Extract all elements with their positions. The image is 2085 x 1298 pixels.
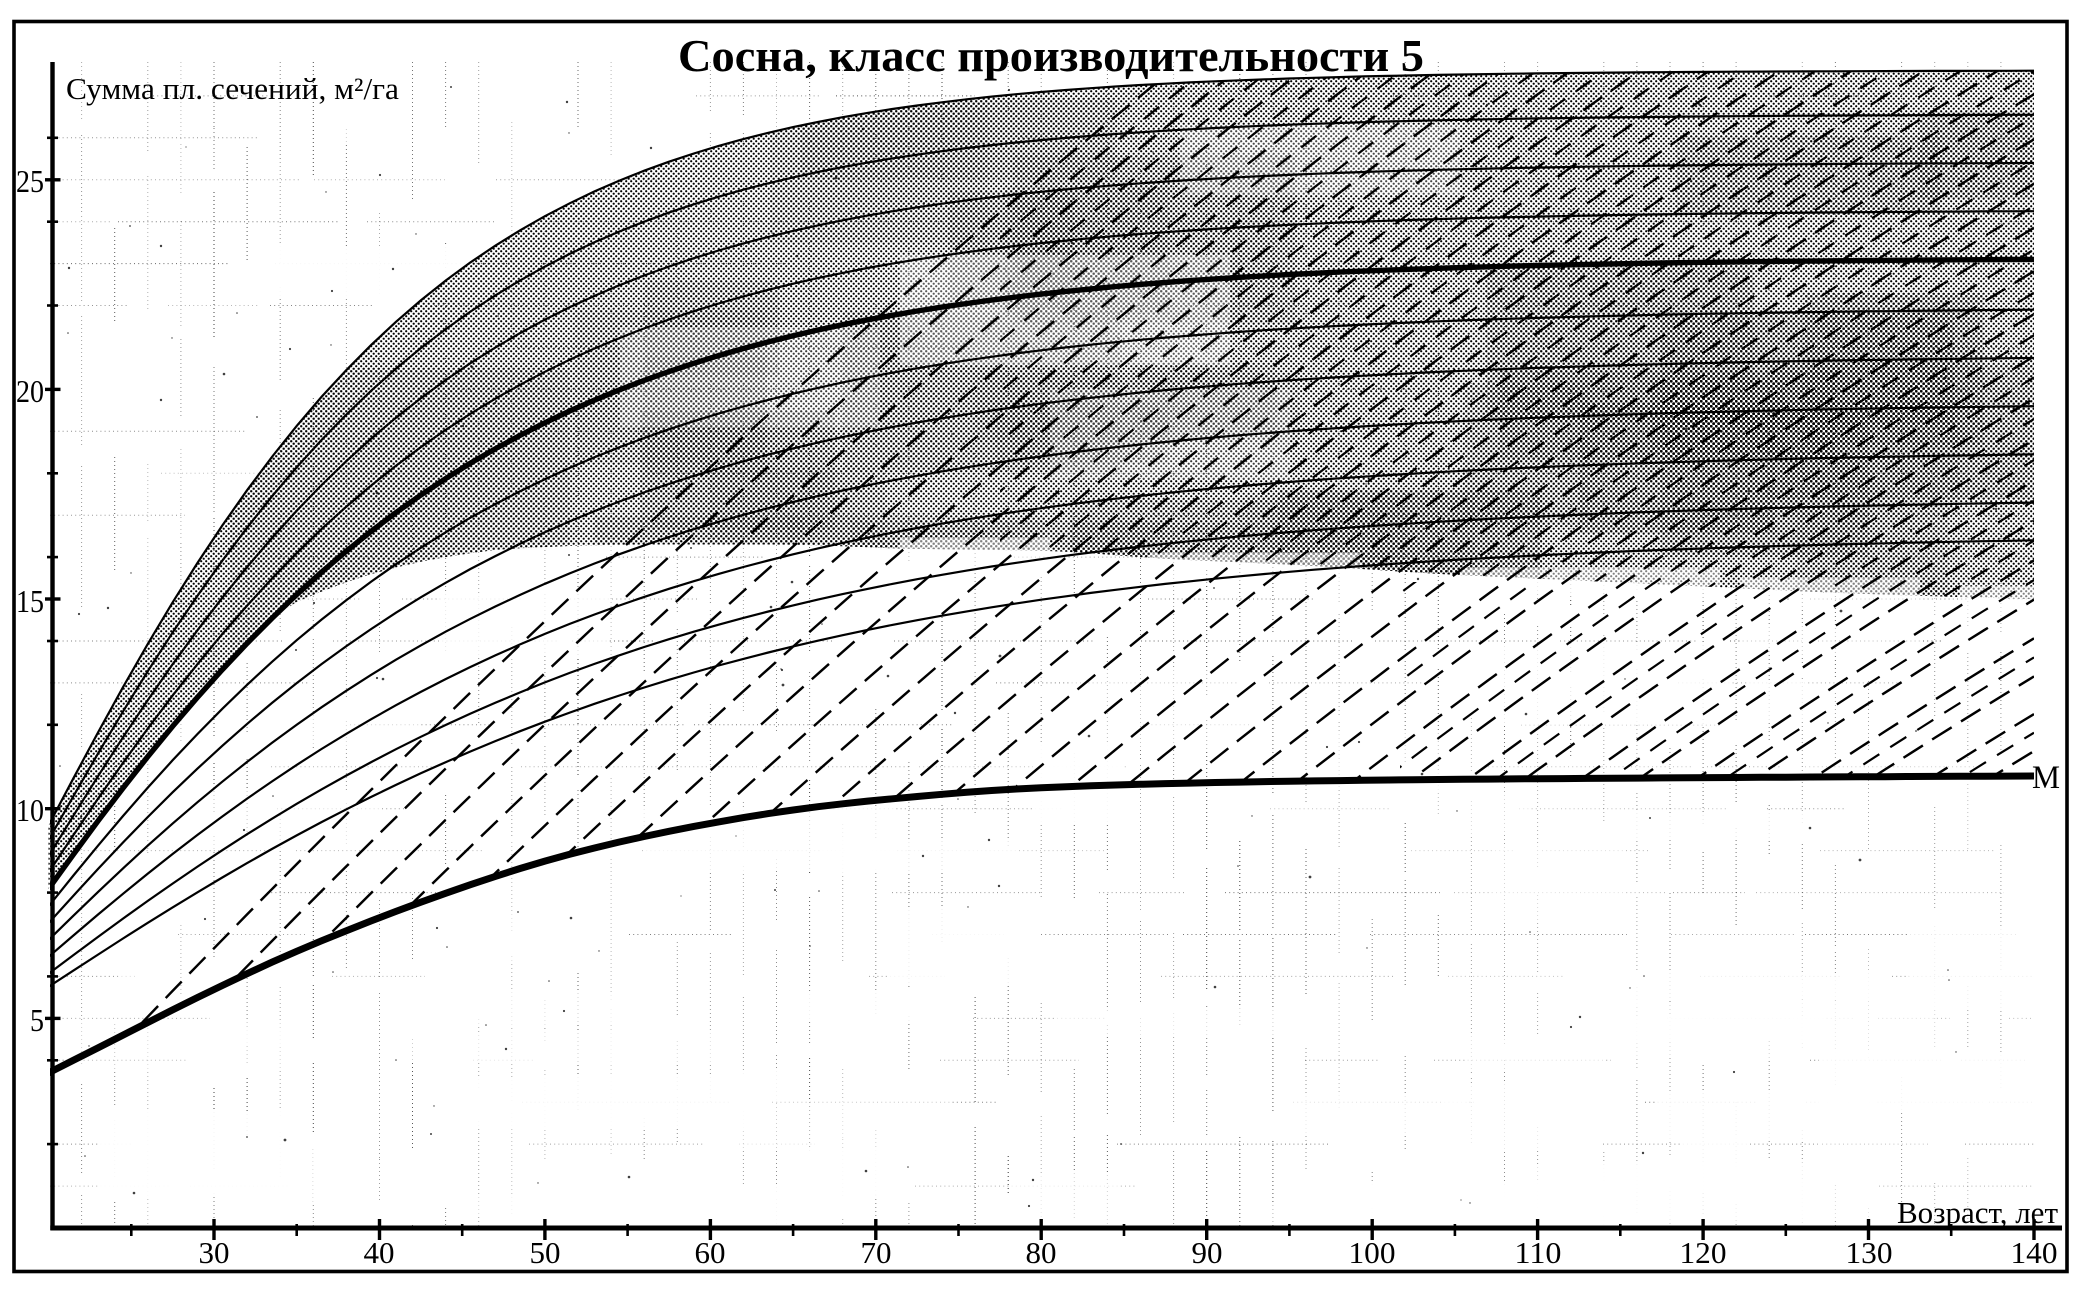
- svg-text:130: 130: [1846, 1235, 1893, 1270]
- svg-text:20: 20: [16, 373, 44, 409]
- svg-text:40: 40: [364, 1235, 395, 1270]
- svg-text:80: 80: [1026, 1235, 1057, 1270]
- svg-text:30: 30: [199, 1235, 230, 1270]
- svg-text:100: 100: [1349, 1235, 1396, 1270]
- svg-text:110: 110: [1515, 1235, 1562, 1270]
- svg-text:Возраст, лет: Возраст, лет: [1897, 1195, 2058, 1230]
- svg-text:Сумма пл. сечений, м²/га: Сумма пл. сечений, м²/га: [66, 71, 399, 106]
- svg-text:140: 140: [2011, 1235, 2058, 1270]
- svg-text:25: 25: [16, 163, 44, 199]
- svg-text:M: M: [2032, 760, 2060, 796]
- svg-text:50: 50: [530, 1235, 561, 1270]
- svg-text:15: 15: [16, 583, 44, 619]
- svg-text:10: 10: [16, 792, 44, 828]
- svg-text:120: 120: [1680, 1235, 1727, 1270]
- svg-text:Сосна, класс производительност: Сосна, класс производительности 5: [678, 31, 1424, 81]
- svg-text:5: 5: [30, 1002, 44, 1038]
- svg-text:70: 70: [861, 1235, 892, 1270]
- svg-text:90: 90: [1192, 1235, 1223, 1270]
- svg-text:60: 60: [695, 1235, 726, 1270]
